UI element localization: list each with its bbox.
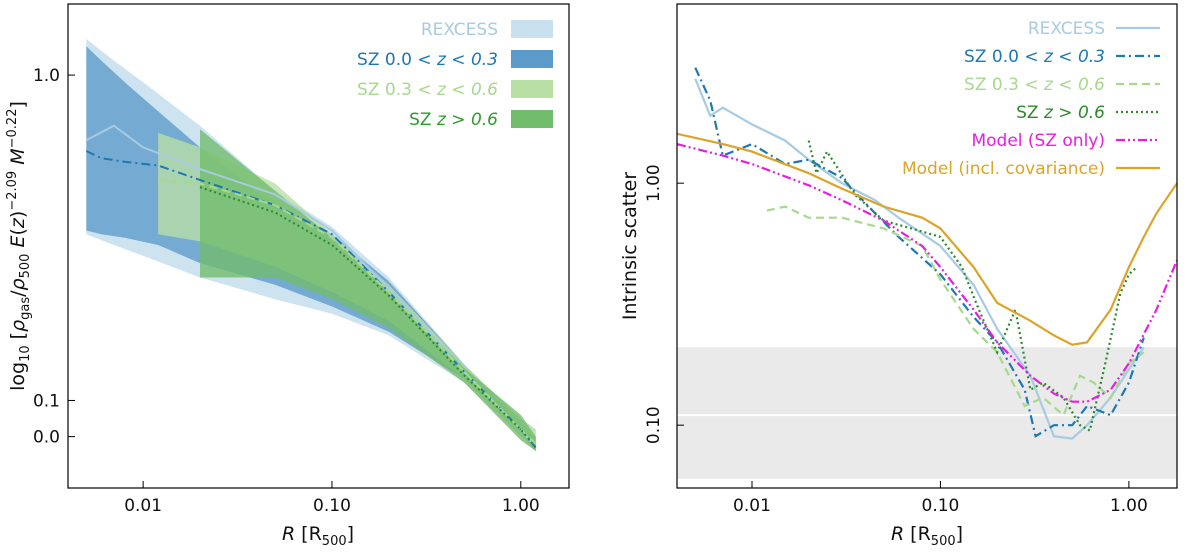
left-legend-label-3: SZ z > 0.6	[409, 110, 498, 130]
right-xtick-label: 0.01	[733, 496, 771, 516]
left-median-line-3	[199, 186, 537, 449]
left-median-line-0	[85, 124, 537, 449]
right-xtick-label: 1.00	[1110, 496, 1148, 516]
right-xaxis-title: R [R500]	[891, 523, 963, 549]
right-series-line-5	[677, 132, 1177, 346]
right-panel: 0.01 0.10 1.00 0.10 1.00 REXCESS SZ 0.0 < z <…	[619, 3, 1178, 549]
left-ytick-label: 0.0	[33, 428, 60, 448]
right-ticks: 0.01 0.10 1.00 0.10 1.00	[644, 164, 1148, 516]
left-xaxis-title: R [R500]	[282, 523, 354, 549]
left-plot-frame	[67, 3, 570, 489]
right-legend-label-4: Model (SZ only)	[971, 131, 1105, 151]
left-lines	[85, 124, 537, 449]
right-legend-label-2: SZ 0.3 < z < 0.6	[964, 75, 1105, 95]
right-lines	[677, 67, 1177, 440]
right-series-line-1	[694, 67, 1145, 438]
left-bands	[86, 38, 536, 452]
left-ytick-label: 1.0	[33, 66, 60, 86]
right-plot-frame	[676, 3, 1178, 489]
left-ytick-label: 0.1	[33, 391, 60, 411]
left-median-line-2	[158, 178, 537, 445]
left-legend-label-2: SZ 0.3 < z < 0.6	[357, 80, 498, 100]
left-xtick-label: 1.00	[502, 496, 540, 516]
right-ytick-label: 1.00	[644, 164, 664, 202]
left-legend-label-0: REXCESS	[421, 20, 498, 40]
right-series-line-2	[766, 205, 1145, 418]
left-legend-swatch-3	[511, 110, 553, 128]
right-legend-label-1: SZ 0.0 < z < 0.3	[964, 47, 1105, 67]
left-xtick-label: 0.10	[313, 496, 351, 516]
left-ticks: 0.010.101.000.00.11.010.0	[33, 66, 540, 516]
right-ytick-label: 0.10	[644, 406, 664, 444]
right-legend-label-5: Model (incl. covariance)	[902, 159, 1105, 179]
right-reference	[677, 347, 1177, 479]
left-legend: REXCESS SZ 0.0 < z < 0.3 SZ 0.3 < z < 0.6 S…	[357, 20, 553, 130]
right-legend-label-0: REXCESS	[1028, 19, 1105, 39]
left-yaxis-title: log10 [ρgas/ρ500 E(z)−2.09 M−0.22]	[5, 101, 33, 391]
left-xtick-label: 0.01	[124, 496, 162, 516]
right-series-line-4	[677, 143, 1177, 403]
right-series-line-0	[694, 78, 1145, 440]
left-legend-swatch-1	[511, 50, 553, 68]
right-xtick-label: 0.10	[922, 496, 960, 516]
right-yaxis-title: Intrinsic scatter	[619, 172, 641, 320]
right-reference-band	[677, 347, 1177, 479]
right-legend: REXCESS SZ 0.0 < z < 0.3 SZ 0.3 < z < 0.6 S…	[902, 19, 1160, 179]
right-legend-label-3: SZ z > 0.6	[1016, 103, 1105, 123]
left-legend-swatch-0	[511, 20, 553, 38]
left-legend-swatch-2	[511, 80, 553, 98]
left-legend-label-1: SZ 0.0 < z < 0.3	[357, 50, 498, 70]
